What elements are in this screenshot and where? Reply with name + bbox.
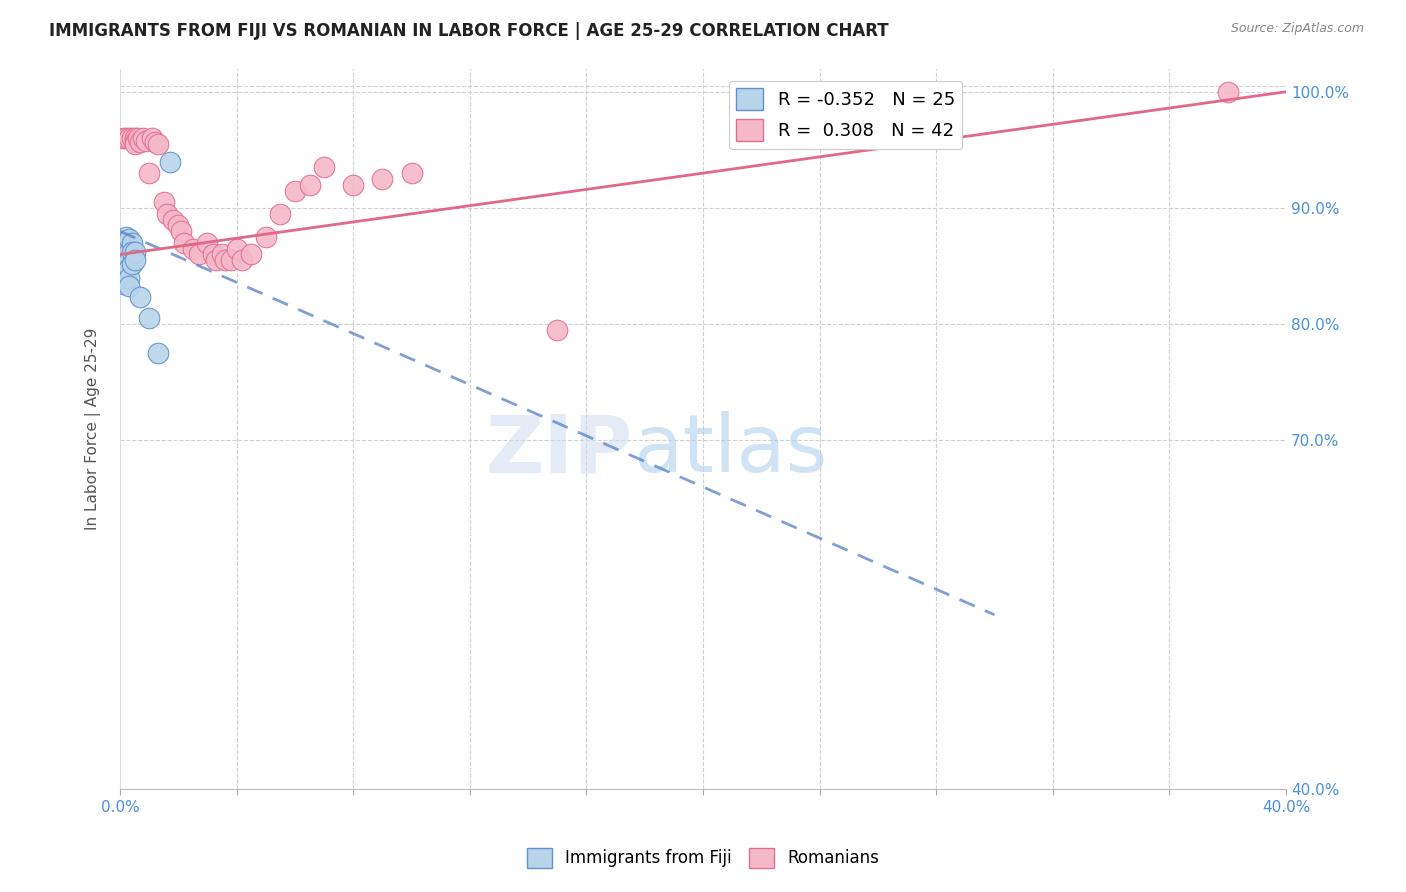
Point <box>118 245 141 260</box>
Legend: R = -0.352   N = 25, R =  0.308   N = 42: R = -0.352 N = 25, R = 0.308 N = 42 <box>728 81 962 149</box>
Text: IMMIGRANTS FROM FIJI VS ROMANIAN IN LABOR FORCE | AGE 25-29 CORRELATION CHART: IMMIGRANTS FROM FIJI VS ROMANIAN IN LABO… <box>49 22 889 40</box>
Point <box>111 131 134 145</box>
Point <box>121 245 143 260</box>
Point <box>146 346 169 360</box>
Point <box>205 253 228 268</box>
Point <box>219 253 242 268</box>
Point <box>254 230 277 244</box>
Point <box>115 253 138 268</box>
Point <box>197 235 219 250</box>
Point <box>138 311 160 326</box>
Point <box>135 134 157 148</box>
Point <box>156 207 179 221</box>
Point <box>111 235 134 250</box>
Point <box>162 212 184 227</box>
Point <box>298 178 321 192</box>
Point <box>111 250 134 264</box>
Point <box>167 219 190 233</box>
Point <box>124 245 146 260</box>
Point <box>284 184 307 198</box>
Point <box>231 253 253 268</box>
Point <box>118 232 141 246</box>
Point <box>124 253 146 268</box>
Point <box>181 242 204 256</box>
Point <box>115 270 138 285</box>
Point <box>118 261 141 276</box>
Point <box>371 172 394 186</box>
Point <box>146 137 169 152</box>
Point <box>170 224 193 238</box>
Point <box>187 247 209 261</box>
Point <box>225 242 247 256</box>
Legend: Immigrants from Fiji, Romanians: Immigrants from Fiji, Romanians <box>520 841 886 875</box>
Point <box>115 265 138 279</box>
Point <box>121 257 143 271</box>
Text: ZIP: ZIP <box>486 411 633 490</box>
Point <box>214 253 236 268</box>
Point <box>121 131 143 145</box>
Point <box>159 154 181 169</box>
Point <box>115 131 138 145</box>
Point <box>115 238 138 252</box>
Point <box>141 131 163 145</box>
Point <box>129 135 152 149</box>
Point <box>129 291 152 305</box>
Point <box>1216 85 1239 99</box>
Point <box>118 270 141 285</box>
Point <box>127 131 149 145</box>
Point <box>546 323 568 337</box>
Point <box>121 235 143 250</box>
Point <box>202 247 225 261</box>
Point <box>124 135 146 149</box>
Point <box>401 166 423 180</box>
Point <box>118 131 141 145</box>
Text: Source: ZipAtlas.com: Source: ZipAtlas.com <box>1230 22 1364 36</box>
Text: atlas: atlas <box>633 411 827 490</box>
Point <box>152 195 174 210</box>
Point <box>342 178 364 192</box>
Point <box>143 135 166 149</box>
Point <box>111 277 134 291</box>
Point <box>269 207 291 221</box>
Point <box>118 278 141 293</box>
Point <box>115 244 138 258</box>
Point <box>124 131 146 145</box>
Y-axis label: In Labor Force | Age 25-29: In Labor Force | Age 25-29 <box>86 327 101 530</box>
Point <box>118 253 141 268</box>
Point <box>138 166 160 180</box>
Point <box>173 235 195 250</box>
Point <box>115 230 138 244</box>
Point <box>211 247 233 261</box>
Point <box>124 137 146 152</box>
Point <box>132 131 155 145</box>
Point <box>240 247 263 261</box>
Point <box>111 253 134 268</box>
Point <box>314 161 336 175</box>
